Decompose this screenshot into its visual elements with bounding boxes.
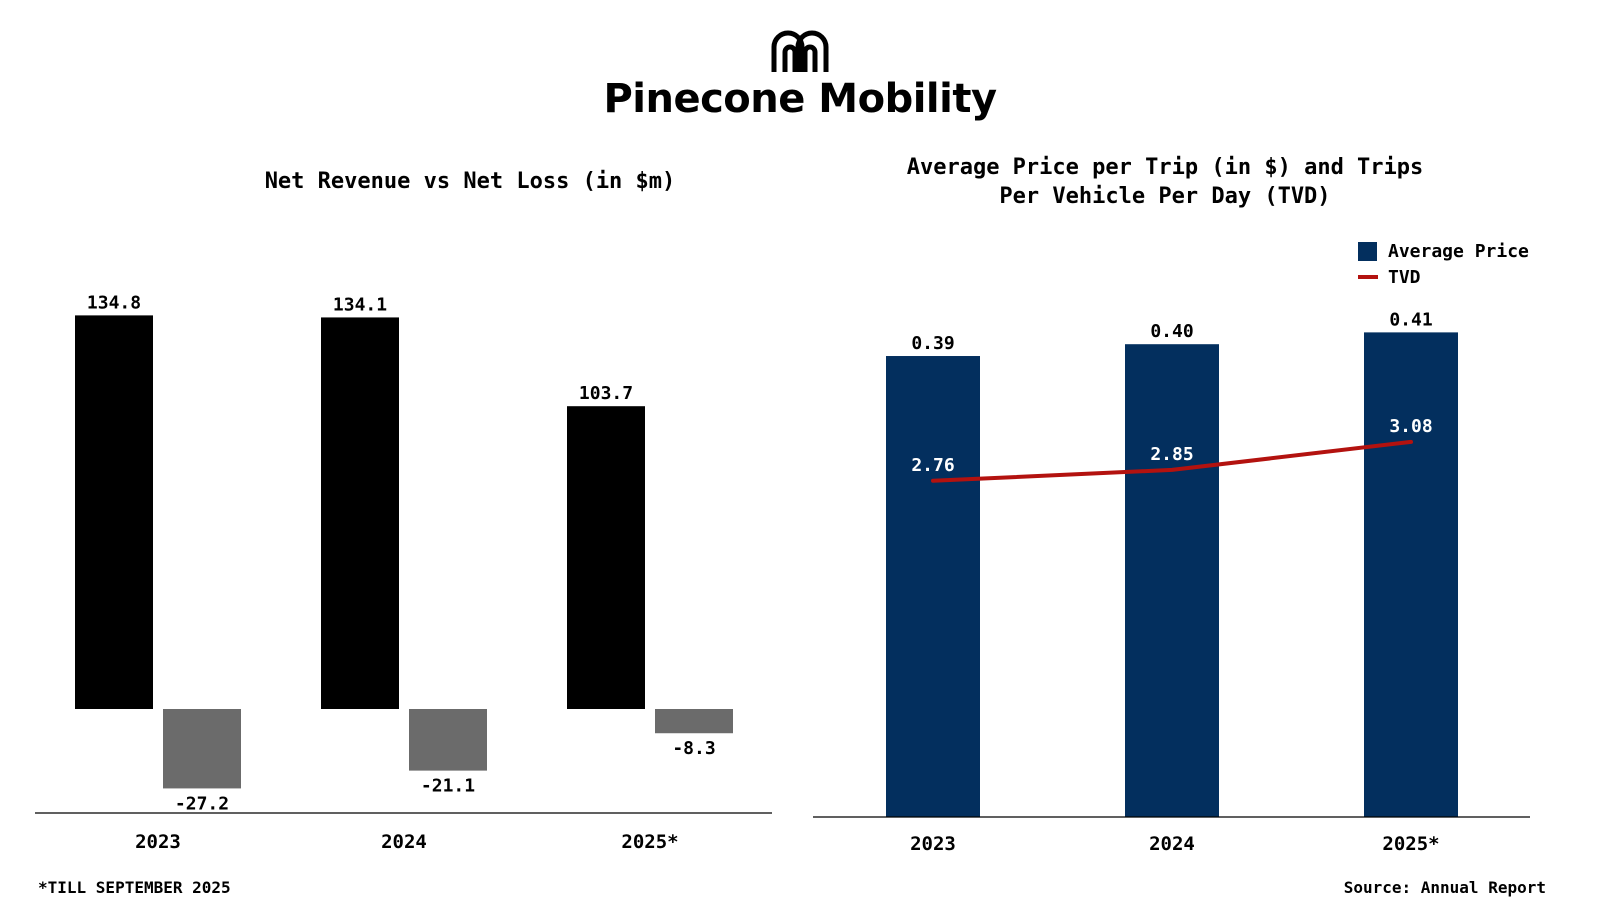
revenue-bar-2025 bbox=[567, 406, 645, 709]
loss-value-label: -27.2 bbox=[175, 793, 229, 814]
loss-value-label: -8.3 bbox=[672, 738, 715, 759]
x-tick-label: 2024 bbox=[1149, 833, 1195, 855]
revenue-bar-2024 bbox=[321, 317, 399, 709]
legend-swatch-tvd bbox=[1358, 275, 1378, 279]
x-tick-label: 2023 bbox=[135, 831, 181, 853]
x-tick-label: 2025* bbox=[1382, 833, 1439, 855]
legend-item-average-price: Average Price bbox=[1358, 238, 1529, 264]
avg-price-value-label: 0.41 bbox=[1389, 309, 1432, 330]
tvd-value-label: 3.08 bbox=[1389, 416, 1432, 437]
price-tvd-chart: 0.39 2023 0.40 2024 0.41 2025* 2.76 2.85 3.08 bbox=[813, 309, 1530, 855]
avg-price-value-label: 0.40 bbox=[1150, 321, 1193, 342]
price-chart-title: Average Price per Trip (in $) and Trips … bbox=[800, 153, 1530, 211]
price-chart-title-line2: Per Vehicle Per Day (TVD) bbox=[999, 184, 1331, 209]
legend-swatch-average-price bbox=[1358, 241, 1377, 261]
x-tick-label: 2023 bbox=[910, 833, 956, 855]
price-chart-title-line1: Average Price per Trip (in $) and Trips bbox=[906, 155, 1424, 180]
revenue-bar-2023 bbox=[75, 315, 153, 709]
x-tick-label: 2025* bbox=[621, 831, 678, 853]
brand-header: Pinecone Mobility bbox=[0, 28, 1600, 124]
legend-item-tvd: TVD bbox=[1358, 264, 1529, 290]
revenue-value-label: 134.1 bbox=[333, 294, 387, 315]
legend-label-average-price: Average Price bbox=[1388, 240, 1529, 262]
avg-price-bar-2024 bbox=[1125, 344, 1219, 817]
avg-price-bar-2025 bbox=[1364, 332, 1458, 817]
legend-label-tvd: TVD bbox=[1388, 266, 1421, 288]
tvd-value-label: 2.85 bbox=[1150, 444, 1193, 465]
revenue-loss-chart: 134.8 -27.2 2023 134.1 -21.1 2024 103.7 -8.3 202… bbox=[35, 292, 772, 853]
price-chart-legend: Average Price TVD bbox=[1358, 238, 1529, 290]
loss-bar-2023 bbox=[163, 709, 241, 789]
revenue-value-label: 103.7 bbox=[579, 383, 633, 404]
loss-value-label: -21.1 bbox=[421, 776, 475, 797]
x-tick-label: 2024 bbox=[381, 831, 427, 853]
loss-bar-2025 bbox=[655, 709, 733, 734]
brand-title: Pinecone Mobility bbox=[603, 76, 997, 122]
revenue-chart-title: Net Revenue vs Net Loss (in $m) bbox=[264, 169, 676, 194]
tvd-line bbox=[931, 439, 1413, 483]
tvd-value-label: 2.76 bbox=[911, 455, 954, 476]
footnote: *TILL SEPTEMBER 2025 bbox=[38, 878, 231, 897]
revenue-value-label: 134.8 bbox=[87, 292, 141, 313]
arch-m-logo-icon bbox=[771, 30, 829, 72]
avg-price-value-label: 0.39 bbox=[911, 333, 954, 354]
avg-price-bar-2023 bbox=[886, 356, 980, 817]
source-note: Source: Annual Report bbox=[1343, 878, 1546, 897]
loss-bar-2024 bbox=[409, 709, 487, 771]
